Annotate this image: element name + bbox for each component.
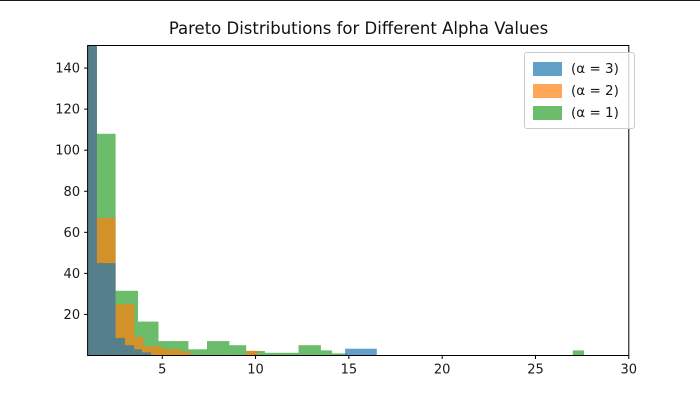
histogram-bar [180, 351, 191, 356]
histogram-bar [264, 352, 299, 356]
histogram-bar [298, 345, 321, 356]
histogram-bar [162, 349, 181, 356]
chart-title: Pareto Distributions for Different Alpha… [168, 19, 549, 38]
histogram-bar [229, 345, 247, 356]
histogram-bar [124, 345, 135, 356]
histogram-bar [246, 350, 258, 356]
x-axis-tick-label: 25 [527, 363, 544, 378]
x-axis-tick-label: 30 [621, 363, 638, 378]
legend-label-alpha-1: (α = 1) [571, 104, 619, 121]
y-axis-tick-label: 100 [55, 144, 80, 159]
histogram-bar [96, 263, 116, 356]
legend-swatch-alpha-2 [533, 83, 562, 98]
legend-swatch-alpha-3 [533, 61, 562, 76]
histogram-bar [207, 341, 230, 356]
x-axis-tick-label: 15 [341, 363, 358, 378]
histogram-bar [134, 337, 144, 356]
legend-box: (α = 3) (α = 2) (α = 1) [524, 52, 635, 129]
y-axis-tick-label: 60 [64, 226, 81, 241]
screenshot-top-edge [0, 0, 700, 1]
histogram-bar [332, 353, 347, 356]
legend-label-alpha-2: (α = 2) [571, 82, 619, 99]
histogram-bar [143, 346, 163, 356]
histogram-bar [345, 348, 377, 356]
histogram-bar [134, 349, 142, 356]
legend-item-alpha-2: (α = 2) [533, 81, 626, 100]
histogram-bar [188, 349, 208, 356]
histogram-bar [87, 45, 97, 356]
y-axis-tick-label: 40 [64, 267, 81, 282]
axes-spines [87, 45, 630, 356]
y-axis-tick-label: 120 [55, 103, 80, 118]
legend-item-alpha-1: (α = 1) [533, 103, 626, 122]
histogram-bar [115, 338, 125, 356]
legend-item-alpha-3: (α = 3) [533, 59, 626, 78]
y-axis-tick-label: 20 [64, 308, 81, 323]
x-axis-tick-label: 5 [158, 363, 166, 378]
legend-label-alpha-3: (α = 3) [571, 60, 619, 77]
y-axis-tick-label: 80 [64, 185, 81, 200]
y-axis-tick-label: 140 [55, 62, 80, 77]
histogram-bar [141, 352, 151, 356]
histogram-bar [320, 350, 333, 356]
x-axis-tick-label: 20 [434, 363, 451, 378]
x-axis-tick-label: 10 [247, 363, 264, 378]
histogram-bar [572, 350, 584, 356]
legend-swatch-alpha-1 [533, 105, 562, 120]
